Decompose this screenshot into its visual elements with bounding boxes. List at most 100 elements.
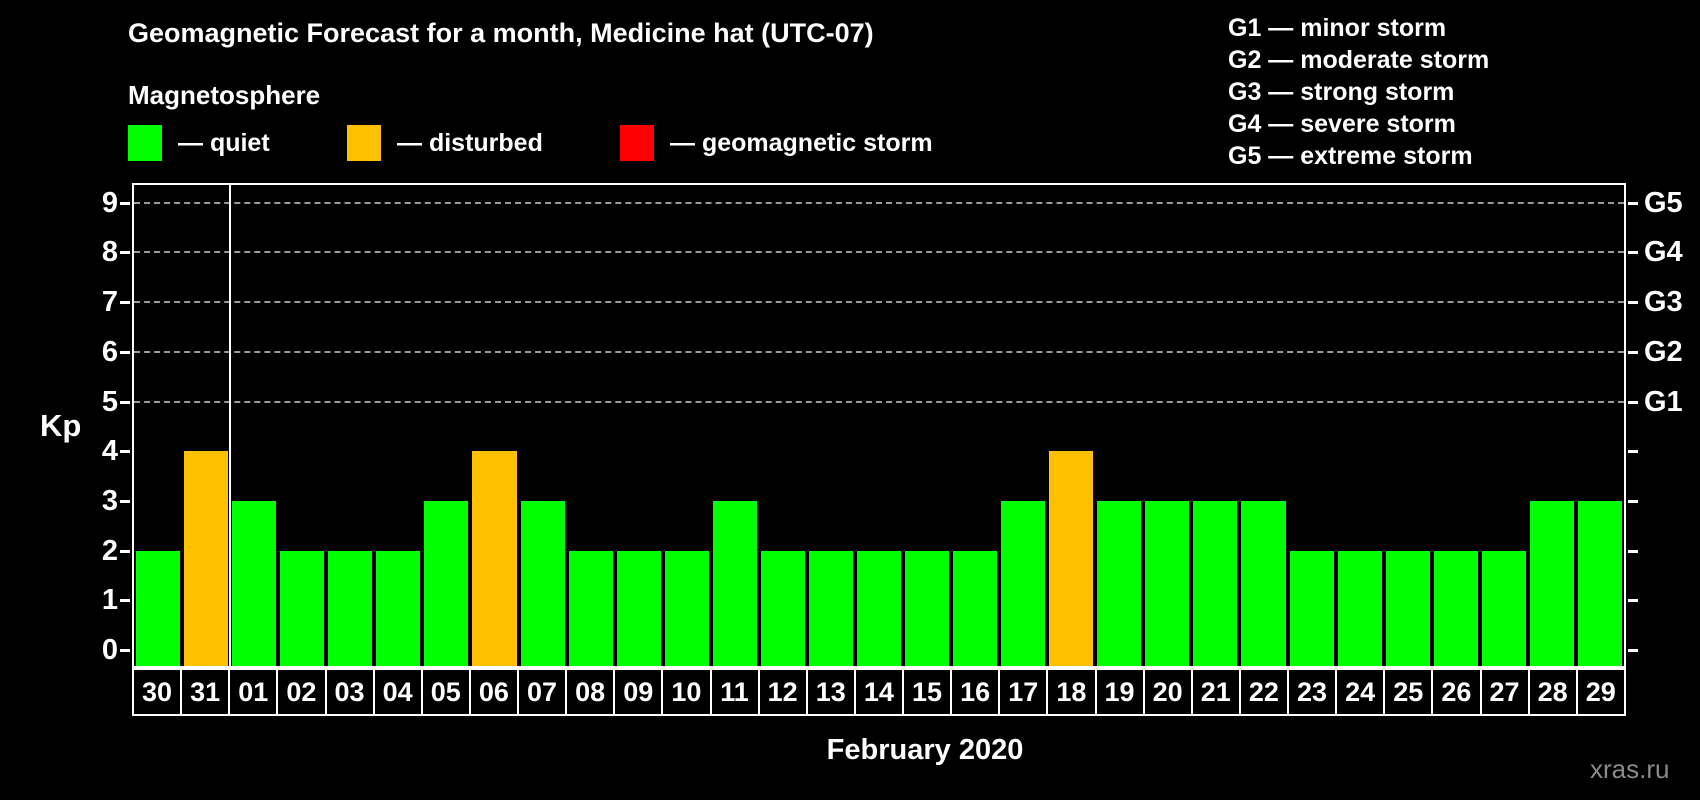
bar-slot (951, 185, 999, 666)
bar-slot (711, 185, 759, 666)
kp-bar-day-21 (1193, 500, 1238, 666)
y-tick-left-0 (120, 649, 130, 652)
bar-slot (422, 185, 470, 666)
y-tick-left-3 (120, 499, 130, 503)
day-label-31: 31 (182, 670, 231, 714)
kp-bar-day-04 (376, 550, 421, 666)
day-label-04: 04 (375, 670, 423, 714)
day-label-26: 26 (1433, 670, 1482, 714)
day-label-12: 12 (760, 670, 808, 714)
y-axis-tick-label-2: 2 (101, 534, 118, 567)
kp-bar-day-08 (568, 550, 613, 666)
kp-bar-day-03 (328, 550, 373, 666)
bar-slot (1143, 185, 1191, 666)
y-tick-right-7 (1628, 301, 1638, 305)
day-label-08: 08 (567, 670, 616, 714)
day-label-20: 20 (1145, 670, 1193, 714)
bar-slot (903, 185, 951, 666)
kp-bar-day-30 (136, 550, 181, 666)
bar-slot (1528, 185, 1576, 666)
kp-bar-day-19 (1097, 500, 1142, 666)
y-tick-left-7 (120, 301, 130, 305)
day-label-14: 14 (856, 670, 904, 714)
gridline-kp8 (134, 251, 1624, 254)
day-label-10: 10 (663, 670, 712, 714)
day-label-15: 15 (904, 670, 953, 714)
bar-slot (999, 185, 1047, 666)
day-label-22: 22 (1241, 670, 1289, 714)
bar-slot (1288, 185, 1336, 666)
day-label-03: 03 (327, 670, 375, 714)
kp-bar-day-24 (1337, 550, 1382, 666)
right-axis-label-g4: G4 (1644, 236, 1683, 269)
kp-bar-day-13 (808, 550, 853, 666)
kp-bar-day-05 (424, 500, 469, 666)
bar-slot (182, 185, 230, 666)
y-axis-tick-label-5: 5 (101, 385, 118, 418)
gridline-kp9 (134, 201, 1624, 204)
kp-bar-day-22 (1241, 500, 1286, 666)
bar-slot (470, 185, 518, 666)
legend-item-quiet: — quiet (128, 124, 270, 162)
day-label-16: 16 (952, 670, 1001, 714)
bar-slot (278, 185, 326, 666)
bar-slot (1576, 185, 1624, 666)
legend-item-label: — disturbed (397, 129, 543, 157)
y-axis-tick-label-7: 7 (101, 286, 118, 319)
y-tick-right-9 (1628, 201, 1638, 205)
y-tick-right-1 (1628, 599, 1638, 603)
bar-slot (1239, 185, 1287, 666)
kp-bar-day-18 (1049, 451, 1094, 666)
storm-color-swatch (620, 125, 654, 161)
kp-bar-day-28 (1529, 500, 1574, 666)
day-label-23: 23 (1289, 670, 1338, 714)
x-axis-title: February 2020 (826, 734, 1024, 766)
bar-slot (855, 185, 903, 666)
y-tick-left-5 (120, 400, 130, 404)
kp-bar-day-17 (1001, 500, 1046, 666)
day-label-18: 18 (1048, 670, 1097, 714)
bar-slot (1432, 185, 1480, 666)
legend-item-label: — geomagnetic storm (670, 129, 933, 157)
y-axis-tick-label-4: 4 (101, 435, 118, 468)
right-axis-label-g3: G3 (1644, 286, 1683, 319)
bar-slot (519, 185, 567, 666)
kp-bar-day-26 (1433, 550, 1478, 666)
kp-bar-day-23 (1289, 550, 1334, 666)
day-label-05: 05 (423, 670, 471, 714)
bar-slot (615, 185, 663, 666)
bar-slot (1095, 185, 1143, 666)
day-label-21: 21 (1193, 670, 1241, 714)
kp-bar-day-12 (760, 550, 805, 666)
bar-slot (567, 185, 615, 666)
kp-bar-day-29 (1577, 500, 1622, 666)
right-axis-label-g2: G2 (1644, 335, 1683, 368)
y-axis-tick-label-9: 9 (101, 186, 118, 219)
day-label-09: 09 (615, 670, 664, 714)
g-scale-legend: G1 — minor storm G2 — moderate storm G3 … (1228, 12, 1489, 172)
day-label-02: 02 (278, 670, 327, 714)
day-label-06: 06 (471, 670, 519, 714)
g-scale-line-g2: G2 — moderate storm (1228, 46, 1490, 74)
bar-slot (663, 185, 711, 666)
kp-bar-day-16 (953, 550, 998, 666)
y-axis-tick-label-0: 0 (101, 634, 118, 666)
kp-bar-day-27 (1481, 550, 1526, 666)
kp-bar-day-02 (280, 550, 325, 666)
gridline-kp5 (134, 400, 1624, 403)
month-separator-line (229, 185, 232, 666)
kp-bar-day-11 (712, 500, 757, 666)
kp-bar-day-20 (1145, 500, 1190, 666)
gridline-kp6 (134, 350, 1624, 353)
day-label-17: 17 (1000, 670, 1049, 714)
day-label-25: 25 (1385, 670, 1434, 714)
y-tick-right-8 (1628, 251, 1638, 255)
day-label-29: 29 (1585, 676, 1616, 707)
y-axis-tick-label-6: 6 (101, 335, 118, 368)
kp-bar-day-25 (1385, 550, 1430, 666)
legend-title: Magnetosphere (128, 80, 321, 110)
y-tick-right-4 (1628, 450, 1638, 454)
bar-slot (1480, 185, 1528, 666)
day-label-30: 30 (134, 670, 183, 714)
